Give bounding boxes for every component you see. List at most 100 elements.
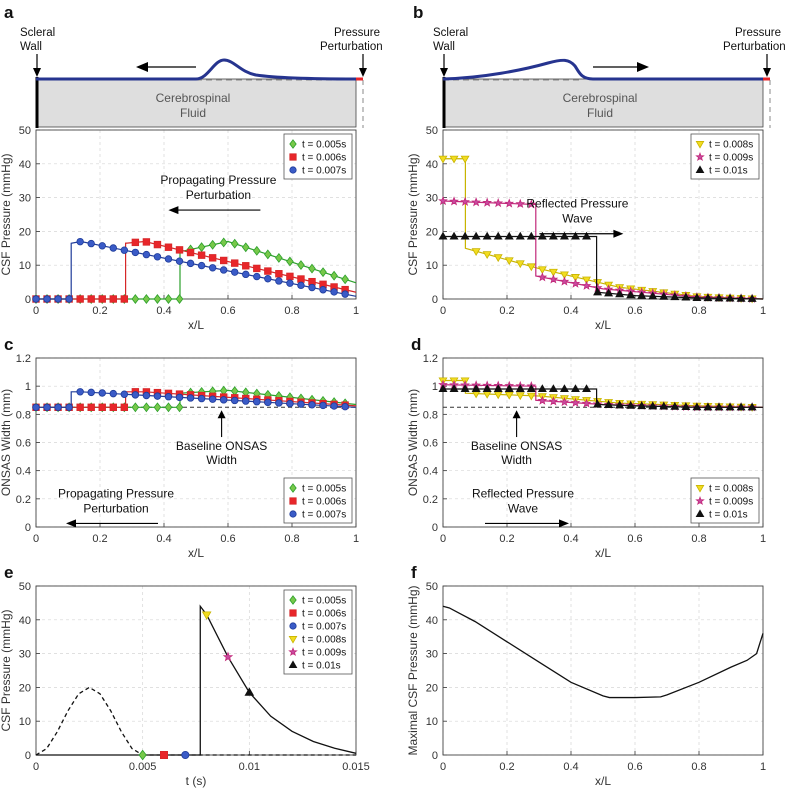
- data-point: [264, 267, 272, 275]
- data-point: [297, 275, 305, 283]
- x-tick-label: 0: [33, 533, 39, 545]
- data-point: [153, 294, 162, 304]
- x-axis-label: x/L: [595, 774, 611, 788]
- y-tick-label: 30: [19, 649, 31, 661]
- legend-marker: [289, 622, 297, 630]
- arrow-head: [168, 206, 179, 215]
- data-point: [275, 399, 283, 407]
- data-point: [109, 244, 117, 252]
- data-point: [175, 294, 184, 304]
- data-point: [482, 197, 493, 207]
- data-point: [308, 263, 316, 274]
- data-point: [526, 199, 537, 209]
- x-axis-label: x/L: [595, 318, 611, 332]
- y-axis-label: CSF Pressure (mmHg): [0, 153, 13, 275]
- data-point: [604, 288, 614, 297]
- data-point: [197, 242, 206, 253]
- data-point: [438, 155, 448, 164]
- annotation-text: Reflected Pressure: [472, 486, 574, 500]
- y-tick-label: 10: [19, 716, 31, 728]
- fluid-label-line1: Cerebrospinal: [156, 91, 231, 105]
- x-tick-label: 0.2: [499, 761, 514, 773]
- y-tick-label: 40: [426, 615, 438, 627]
- data-point: [231, 259, 239, 267]
- panel-letter-b: b: [413, 3, 423, 22]
- legend-label: t = 0.009s: [709, 497, 753, 508]
- data-point: [504, 391, 514, 400]
- annotation-text: Wave: [508, 501, 539, 515]
- arrow-head: [33, 68, 41, 77]
- x-tick-label: 0: [33, 305, 39, 317]
- axes-frame: [442, 357, 764, 528]
- data-point: [330, 402, 338, 410]
- data-point: [159, 751, 168, 760]
- data-point: [142, 402, 151, 413]
- data-point: [153, 392, 162, 400]
- data-point: [87, 239, 95, 248]
- data-point: [582, 384, 592, 393]
- data-point: [197, 251, 206, 259]
- data-point: [615, 400, 625, 409]
- data-point: [76, 388, 84, 396]
- data-point: [142, 391, 151, 400]
- y-axis-label: Maximal CSF Pressure (mmHg): [406, 585, 420, 755]
- fluid-region: [35, 78, 357, 128]
- x-tick-label: 0.2: [499, 305, 514, 317]
- legend-marker: [289, 510, 297, 518]
- x-tick-label: 0.8: [284, 533, 299, 545]
- panel-letter-a: a: [4, 3, 14, 22]
- data-point: [537, 272, 548, 282]
- y-tick-label: 0.2: [423, 494, 438, 506]
- data-point: [714, 402, 724, 411]
- data-point: [286, 272, 294, 281]
- legend-label: t = 0.007s: [302, 622, 346, 633]
- y-tick-label: 1.2: [16, 353, 31, 365]
- legend-marker: [695, 496, 705, 506]
- y-tick-label: 50: [426, 581, 438, 593]
- data-point: [264, 275, 272, 283]
- panel-letter: c: [4, 335, 13, 354]
- data-point: [186, 259, 195, 268]
- right-label-line2: Perturbation: [723, 41, 786, 53]
- fluid-label-line1: Cerebrospinal: [563, 91, 638, 105]
- x-tick-label: 1: [353, 533, 359, 545]
- data-point: [460, 155, 470, 164]
- data-point: [175, 246, 184, 254]
- data-point: [138, 749, 147, 761]
- left-label-line1: Scleral: [433, 27, 468, 39]
- y-tick-label: 0: [25, 294, 31, 306]
- data-point: [87, 295, 95, 303]
- data-point: [98, 242, 106, 250]
- data-point: [286, 399, 294, 408]
- legend-label: t = 0.009s: [302, 648, 346, 659]
- data-point: [559, 271, 569, 280]
- data-point: [582, 276, 592, 285]
- data-point: [526, 384, 536, 393]
- legend-label: t = 0.007s: [302, 166, 346, 177]
- data-point: [593, 287, 603, 296]
- data-point: [43, 295, 51, 303]
- y-tick-label: 1: [432, 381, 438, 393]
- data-point: [181, 751, 190, 760]
- data-point: [197, 261, 206, 270]
- x-tick-label: 1: [760, 533, 766, 545]
- data-point: [559, 384, 569, 393]
- data-point: [253, 272, 261, 281]
- data-point: [98, 389, 106, 397]
- data-point: [648, 401, 658, 410]
- y-tick-label: 0: [432, 294, 438, 306]
- data-point: [319, 401, 327, 410]
- y-tick-label: 0: [432, 750, 438, 762]
- panel-letter: e: [4, 563, 13, 582]
- data-point: [131, 391, 140, 399]
- data-point: [341, 402, 349, 411]
- legend-marker: [289, 497, 297, 505]
- data-point: [286, 256, 294, 267]
- y-tick-label: 20: [19, 226, 31, 238]
- data-point: [297, 400, 305, 408]
- data-point: [142, 250, 151, 259]
- data-point: [582, 231, 592, 240]
- axes-frame: [442, 585, 764, 756]
- data-point: [548, 384, 558, 393]
- legend-label: t = 0.01s: [709, 510, 748, 521]
